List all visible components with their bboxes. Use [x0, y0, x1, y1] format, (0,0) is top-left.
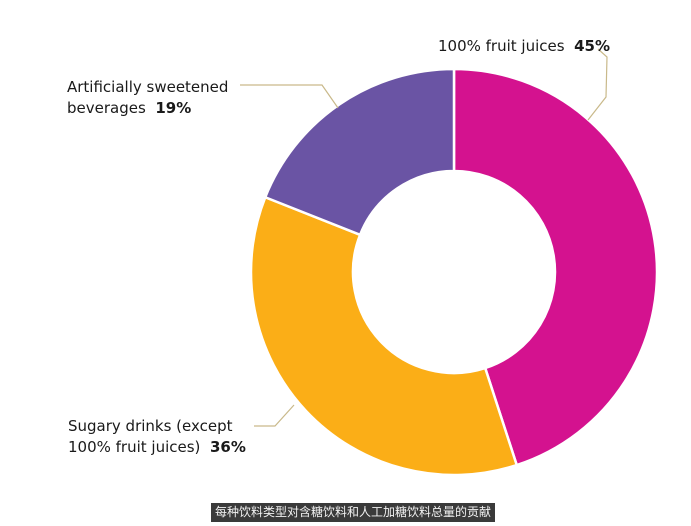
label-fruit-juices: 100% fruit juices 45% — [438, 36, 610, 57]
leader-fruit-juices — [587, 48, 608, 121]
leader-sugary-drinks — [254, 404, 295, 427]
label-sugary-drinks-line1: Sugary drinks (except — [68, 417, 233, 435]
label-sugary-drinks: Sugary drinks (except 100% fruit juices)… — [68, 416, 246, 458]
label-artificially-sweetened: Artificially sweetened beverages 19% — [67, 77, 228, 119]
label-fruit-juices-value: 45% — [574, 37, 611, 55]
label-artificially-sweetened-line2: beverages — [67, 99, 146, 117]
slice-sugary-drinks-except-100-fruit-juices — [249, 196, 518, 477]
label-sugary-drinks-value: 36% — [209, 438, 246, 456]
leader-lines — [240, 48, 608, 427]
slice-artificially-sweetened-beverages — [264, 67, 456, 237]
slice-100-fruit-juices — [452, 67, 659, 467]
label-artificially-sweetened-line1: Artificially sweetened — [67, 78, 229, 96]
chart-caption: 每种饮料类型对含糖饮料和人工加糖饮料总量的贡献 — [211, 503, 496, 522]
leader-artificially-sweetened — [240, 84, 339, 109]
label-fruit-juices-text: 100% fruit juices — [438, 37, 565, 55]
label-sugary-drinks-line2: 100% fruit juices) — [68, 438, 201, 456]
label-artificially-sweetened-value: 19% — [155, 99, 192, 117]
slices-group — [249, 67, 659, 477]
